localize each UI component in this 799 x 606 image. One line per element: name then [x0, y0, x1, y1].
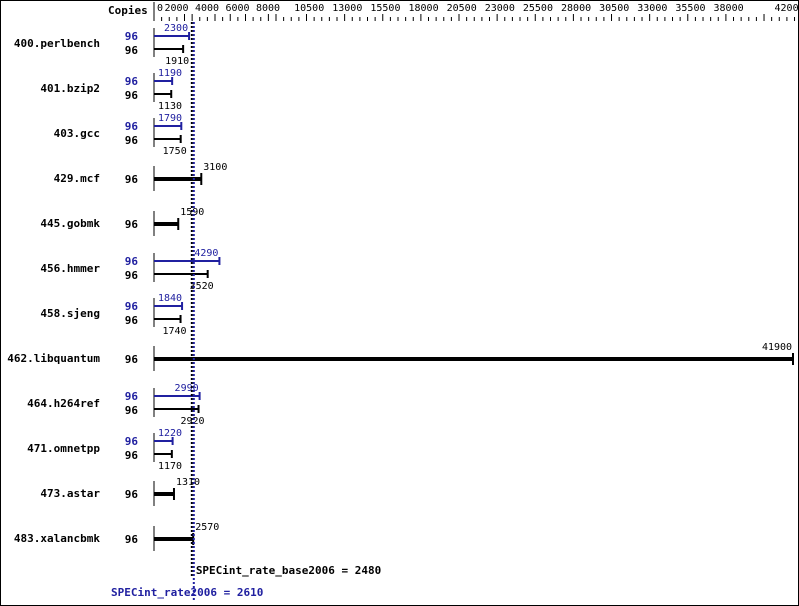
x-tick-label: 10500: [294, 3, 324, 14]
peak-value-label: 1220: [158, 428, 182, 439]
x-tick-label: 15500: [370, 3, 400, 14]
base-value-label: 1910: [165, 56, 189, 67]
x-tick-label: 33000: [637, 3, 667, 14]
base-copies: 96: [125, 353, 139, 366]
x-tick-label: 25500: [523, 3, 553, 14]
x-tick-label: 38000: [714, 3, 744, 14]
base-copies: 96: [125, 533, 139, 546]
peak-copies: 96: [125, 120, 139, 133]
base-copies: 96: [125, 488, 139, 501]
copies-header: Copies: [108, 4, 148, 17]
base-value-label: 1740: [162, 326, 186, 337]
base-value-label: 1170: [158, 461, 182, 472]
benchmark-label: 458.sjeng: [40, 307, 100, 320]
base-value-label: 2570: [195, 522, 219, 533]
base-value-label: 1750: [163, 146, 187, 157]
peak-value-label: 2300: [164, 23, 188, 34]
base-copies: 96: [125, 269, 139, 282]
x-tick-label: 18000: [409, 3, 439, 14]
benchmark-label: 445.gobmk: [40, 217, 100, 230]
base-value-label: 41900: [762, 342, 792, 353]
x-tick-label: 20500: [447, 3, 477, 14]
base-copies: 96: [125, 218, 139, 231]
peak-summary-label: SPECint_rate2006 = 2610: [111, 586, 263, 599]
peak-copies: 96: [125, 30, 139, 43]
base-value-label: 1130: [158, 101, 182, 112]
x-tick-label: 4000: [195, 3, 219, 14]
base-copies: 96: [125, 449, 139, 462]
benchmark-label: 471.omnetpp: [27, 442, 100, 455]
peak-value-label: 1190: [158, 68, 182, 79]
base-copies: 96: [125, 173, 139, 186]
benchmark-label: 403.gcc: [54, 127, 100, 140]
x-tick-label: 23000: [485, 3, 515, 14]
peak-value-label: 2990: [175, 383, 199, 394]
peak-copies: 96: [125, 300, 139, 313]
peak-copies: 96: [125, 390, 139, 403]
peak-value-label: 1840: [158, 293, 182, 304]
peak-value-label: 1790: [158, 113, 182, 124]
x-tick-label: 42000: [775, 3, 799, 14]
benchmark-label: 483.xalancbmk: [14, 532, 100, 545]
base-value-label: 1310: [176, 477, 200, 488]
base-copies: 96: [125, 134, 139, 147]
x-tick-label: 8000: [256, 3, 280, 14]
base-copies: 96: [125, 314, 139, 327]
peak-copies: 96: [125, 75, 139, 88]
x-tick-label: 28000: [561, 3, 591, 14]
base-summary-label: SPECint_rate_base2006 = 2480: [196, 564, 381, 577]
benchmark-label: 429.mcf: [54, 172, 100, 185]
x-tick-label: 2000: [165, 3, 189, 14]
base-copies: 96: [125, 44, 139, 57]
benchmark-label: 462.libquantum: [7, 352, 100, 365]
base-copies: 96: [125, 89, 139, 102]
x-tick-label: 30500: [599, 3, 629, 14]
peak-copies: 96: [125, 435, 139, 448]
base-value-label: 1590: [180, 207, 204, 218]
base-value-label: 2920: [180, 416, 204, 427]
benchmark-label: 464.h264ref: [27, 397, 100, 410]
x-tick-label: 13000: [332, 3, 362, 14]
benchmark-label: 473.astar: [40, 487, 100, 500]
benchmark-label: 456.hmmer: [40, 262, 100, 275]
base-value-label: 3520: [190, 281, 214, 292]
x-tick-label: 0: [157, 3, 163, 14]
peak-copies: 96: [125, 255, 139, 268]
base-copies: 96: [125, 404, 139, 417]
peak-value-label: 4290: [194, 248, 218, 259]
benchmark-label: 400.perlbench: [14, 37, 100, 50]
x-tick-label: 35500: [675, 3, 705, 14]
x-tick-label: 6000: [226, 3, 250, 14]
benchmark-label: 401.bzip2: [40, 82, 100, 95]
base-value-label: 3100: [203, 162, 227, 173]
